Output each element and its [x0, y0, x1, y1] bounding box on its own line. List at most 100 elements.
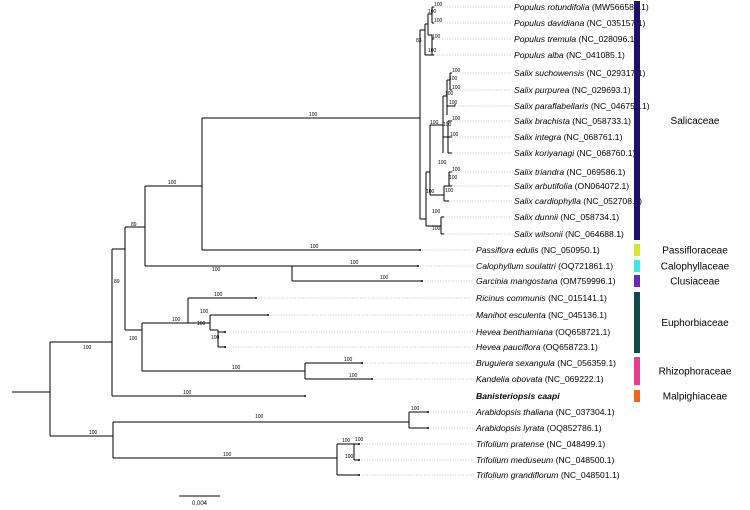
taxon-accession: (NC_050950.1) [539, 245, 600, 255]
support-values-outgroup: 100 100 100 100 100 100 [89, 406, 420, 460]
support-value: 100 [255, 414, 264, 420]
taxon-accession: (NC_037304.1) [553, 407, 614, 417]
taxon-species-name: Calophyllum soulattri [476, 261, 557, 271]
taxon-species-name: Populus rotundifolia [514, 2, 590, 12]
taxon-species-name: Arabidopsis thaliana [475, 407, 554, 417]
scale-bar: 0.004 [179, 495, 220, 507]
family-bar [634, 292, 640, 353]
family-bars: Salicaceae Passifloraceae Calophyllaceae Cl… [634, 1, 732, 403]
leader-lines [225, 6, 512, 476]
support-value: 100 [345, 454, 354, 460]
support-value: 100 [449, 76, 458, 82]
taxon-species-name: Garcinia mangostana [476, 276, 558, 286]
support-value: 100 [434, 18, 443, 24]
taxon-label: Salix dunnii (NC_058734.1) [514, 212, 619, 222]
support-value: 100 [438, 160, 447, 166]
support-value: 100 [349, 373, 358, 379]
taxon-species-name: Populus davidiana [514, 18, 584, 28]
taxon-species-name: Salix integra [514, 132, 562, 142]
taxon-species-name: Salix triandra [514, 167, 564, 177]
family-label: Clusiaceae [670, 277, 720, 288]
support-value: 100 [428, 48, 437, 54]
family-label: Passifloraceae [662, 246, 728, 257]
support-value: 100 [411, 406, 420, 412]
taxon-label: Populus davidiana (NC_035157.1) [514, 18, 646, 28]
taxon-label: Ricinus communis (NC_015141.1) [476, 293, 607, 303]
taxon-label: Salix paraflabellaris (NC_046754.1) [514, 101, 650, 111]
tip-markers [224, 249, 429, 476]
taxon-accession: (NC_045136.1) [546, 310, 607, 320]
taxon-accession: (NC_046754.1) [589, 101, 650, 111]
taxon-accession: (NC_052708.1) [581, 196, 642, 206]
support-value: 89 [114, 279, 120, 285]
support-value: 100 [450, 132, 459, 138]
support-value: 100 [232, 365, 241, 371]
support-value: 100 [89, 430, 98, 436]
taxon-species-name: Populus tremula [514, 34, 576, 44]
taxon-accession: (NC_029317.1) [584, 68, 645, 78]
support-value: 100 [445, 91, 454, 97]
taxon-species-name: Salix suchowensis [514, 68, 585, 78]
support-value: 100 [310, 244, 319, 250]
taxon-species-name: Salix dunnii [514, 212, 559, 222]
taxon-label: Salix koriyanagi (NC_068760.1) [514, 148, 635, 158]
taxon-species-name: Banisteriopsis caapi [476, 391, 560, 401]
taxon-label: Trifolium grandiflorum (NC_048501.1) [476, 470, 620, 480]
taxon-label: Calophyllum soulattri (OQ721861.1) [476, 261, 613, 271]
taxon-label: Manihot esculenta (NC_045136.1) [476, 310, 607, 320]
taxon-species-name: Populus alba [514, 50, 564, 60]
taxon-species-name: Trifolium pratense [476, 439, 544, 449]
support-value: 100 [452, 68, 461, 74]
support-value: 100 [430, 120, 439, 126]
scale-bar-label: 0.004 [192, 501, 208, 507]
support-value: 100 [183, 390, 192, 396]
taxon-label: Banisteriopsis caapi [476, 391, 560, 401]
support-value: 100 [432, 209, 441, 215]
taxon-accession: (OQ658721.1) [553, 327, 610, 337]
taxon-labels: Populus rotundifolia (MW566588.1)Populus… [475, 2, 650, 480]
taxon-label: Salix brachista (NC_058733.1) [514, 116, 631, 126]
taxon-accession: (NC_056359.1) [555, 358, 616, 368]
taxon-label: Populus tremula (NC_028096.1) [514, 34, 637, 44]
tree-branches [12, 6, 456, 476]
taxon-accession: (NC_048501.1) [558, 470, 619, 480]
taxon-accession: (NC_048500.1) [553, 455, 614, 465]
taxon-species-name: Hevea benthamiana [476, 327, 553, 337]
support-value: 100 [426, 189, 435, 195]
taxon-species-name: Salix koriyanagi [514, 148, 575, 158]
family-bar [634, 357, 640, 385]
taxon-accession: (NC_028096.1) [576, 34, 637, 44]
taxon-label: Arabidopsis thaliana (NC_037304.1) [475, 407, 615, 417]
taxon-species-name: Bruguiera sexangula [476, 358, 555, 368]
taxon-species-name: Ricinus communis [476, 293, 546, 303]
taxon-accession: (NC_015141.1) [546, 293, 607, 303]
support-value: 100 [309, 112, 318, 118]
support-value: 100 [449, 100, 458, 106]
taxon-species-name: Salix arbutifolia [514, 181, 572, 191]
taxon-label: Salix arbutifolia (ON064072.1) [514, 181, 629, 191]
taxon-label: Trifolium meduseum (NC_048500.1) [476, 455, 615, 465]
family-bar [634, 1, 640, 240]
support-value: 100 [432, 34, 441, 40]
support-value: 100 [214, 292, 223, 298]
support-value: 100 [449, 175, 458, 181]
support-value: 100 [452, 167, 461, 173]
support-value: 100 [129, 336, 138, 342]
support-values: 100 100 100 100 100 83 100 100 100 100 1… [83, 2, 461, 420]
support-value: 100 [342, 438, 351, 444]
support-value: 100 [212, 267, 221, 273]
taxon-label: Kandelia obovata (NC_069222.1) [476, 374, 604, 384]
support-value: 83 [416, 38, 422, 44]
taxon-accession: (NC_069222.1) [542, 374, 603, 384]
taxon-label: Salix suchowensis (NC_029317.1) [514, 68, 646, 78]
taxon-species-name: Salix paraflabellaris [514, 101, 589, 111]
taxon-label: Salix integra (NC_068761.1) [514, 132, 623, 142]
taxon-label: Arabidopsis lyrata (OQ852786.1) [475, 423, 602, 433]
family-label: Calophyllaceae [661, 262, 730, 273]
support-value: 100 [355, 437, 364, 443]
taxon-label: Salix purpurea (NC_029693.1) [514, 85, 631, 95]
support-value: 89 [131, 222, 137, 228]
taxon-label: Garcinia mangostana (OM759996.1) [476, 276, 616, 286]
taxon-species-name: Salix purpurea [514, 85, 570, 95]
